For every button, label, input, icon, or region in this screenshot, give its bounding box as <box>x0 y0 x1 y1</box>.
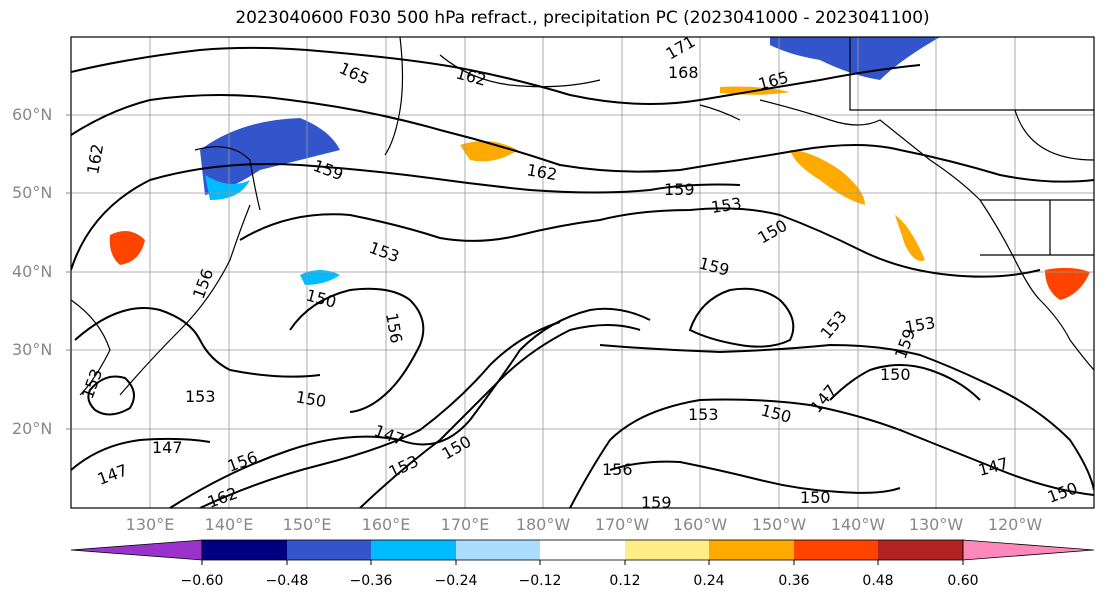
colorbar-tick-label: −0.12 <box>518 573 562 589</box>
colorbar <box>70 539 1095 565</box>
positive-anomaly-region <box>790 150 865 205</box>
contour-label: 156 <box>225 447 260 475</box>
negative-anomaly-region <box>300 270 340 285</box>
colorbar-tick-label: −0.36 <box>349 573 393 589</box>
negative-anomaly-region <box>770 37 940 80</box>
colorbar-tick-label: −0.60 <box>180 573 224 589</box>
lat-label: 20°N <box>12 419 53 438</box>
positive-anomaly-region <box>895 215 925 261</box>
colorbar-tick-label: 0.12 <box>609 573 641 589</box>
colorbar-segment <box>456 540 540 560</box>
contour-label: 165 <box>336 58 372 88</box>
coastlines <box>71 37 1094 396</box>
contour-label: 153 <box>386 451 422 481</box>
lon-label: 130°E <box>125 515 175 534</box>
lat-label: 30°N <box>12 340 53 359</box>
contour-label: 147 <box>372 421 407 449</box>
plot-frame <box>70 36 1095 509</box>
contour-label: 153 <box>817 307 851 343</box>
contour-label: 168 <box>668 63 699 82</box>
contour-label: 156 <box>189 266 217 301</box>
gridlines <box>71 37 1094 508</box>
lon-label: 140°W <box>830 515 886 534</box>
contour-label: 156 <box>602 460 633 479</box>
positive-anomaly-region <box>109 231 145 265</box>
contour-label: 147 <box>95 460 130 488</box>
lat-label: 40°N <box>12 262 53 281</box>
chart-title: 2023040600 F030 500 hPa refract., precip… <box>235 8 930 28</box>
contour-label: 159 <box>664 180 695 199</box>
colorbar-segment <box>287 540 371 560</box>
positive-anomaly-region <box>1045 267 1090 300</box>
contour-label: 150 <box>294 387 327 411</box>
contour-label: 150 <box>755 216 791 248</box>
precip-shading <box>109 37 1090 300</box>
axis-ticks <box>66 114 71 430</box>
colorbar-tick-label: 0.24 <box>693 573 725 589</box>
colorbar-segment <box>709 540 794 560</box>
lon-label: 150°W <box>751 515 807 534</box>
negative-anomaly-region <box>200 118 340 195</box>
colorbar-segment <box>878 540 963 560</box>
lon-label: 160°E <box>361 515 411 534</box>
colorbar-tick-label: 0.36 <box>778 573 810 589</box>
colorbar-segment <box>625 540 709 560</box>
contour-label: 150 <box>800 488 831 507</box>
contour-label: 162 <box>454 64 488 90</box>
contour-label: 162 <box>525 160 558 184</box>
lon-label: 180°W <box>515 515 571 534</box>
contour-label: 159 <box>697 254 731 280</box>
lat-label: 50°N <box>12 183 53 202</box>
colorbar-tick-label: 0.48 <box>862 573 894 589</box>
contour-label: 147 <box>976 454 1010 480</box>
contour-label: 150 <box>880 365 911 384</box>
colorbar-tick-label: −0.24 <box>434 573 478 589</box>
negative-anomaly-region <box>205 175 250 200</box>
lat-label: 60°N <box>12 105 53 124</box>
colorbar-segment <box>202 540 287 560</box>
positive-anomaly-region <box>460 141 518 162</box>
contour-label: 147 <box>152 438 183 457</box>
lon-label: 160°W <box>672 515 728 534</box>
colorbar-segment <box>794 540 878 560</box>
colorbar-segment <box>540 540 625 560</box>
contour-label: 150 <box>1045 478 1080 506</box>
contour-label: 162 <box>83 142 107 175</box>
contour-label: 153 <box>710 194 743 217</box>
lon-label: 140°E <box>204 515 254 534</box>
lon-label: 130°W <box>908 515 964 534</box>
contour-label: 153 <box>688 405 719 424</box>
lon-label: 150°E <box>282 515 332 534</box>
contour-label: 150 <box>304 286 338 312</box>
contour-label: 153 <box>367 238 402 266</box>
contour-label: 165 <box>756 68 790 94</box>
colorbar-tick-label: 0.60 <box>947 573 979 589</box>
contour-label: 150 <box>759 401 793 427</box>
contour-label: 153 <box>78 366 106 401</box>
contour-label: 153 <box>185 387 216 406</box>
contour-label: 159 <box>311 156 346 184</box>
contour-label: 159 <box>891 326 919 361</box>
contour-label: 159 <box>641 493 672 512</box>
colorbar-tick-label: −0.48 <box>265 573 309 589</box>
lon-label: 170°W <box>594 515 650 534</box>
lon-label: 170°E <box>440 515 490 534</box>
lon-label: 120°W <box>987 515 1043 534</box>
refractivity-contours <box>71 46 1094 508</box>
colorbar-max-extend <box>962 539 1095 561</box>
colorbar-min-extend <box>70 539 203 561</box>
colorbar-segment <box>371 540 456 560</box>
